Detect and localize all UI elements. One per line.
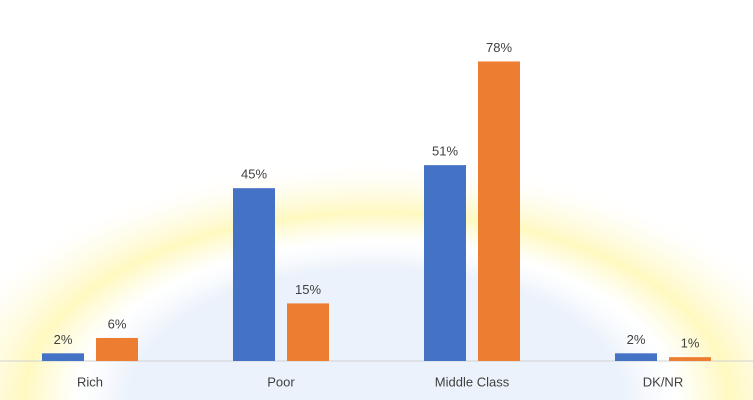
value-label: 2%: [54, 332, 73, 347]
bar: [424, 165, 466, 361]
value-label: 1%: [681, 336, 700, 351]
value-label: 78%: [486, 40, 512, 55]
x-tick-label: DK/NR: [643, 374, 683, 389]
bar: [615, 353, 657, 361]
x-tick-label: Middle Class: [435, 374, 510, 389]
value-label: 2%: [627, 332, 646, 347]
bar: [287, 303, 329, 361]
x-tick-label: Poor: [267, 374, 295, 389]
x-tick-label: Rich: [77, 374, 103, 389]
bar: [669, 357, 711, 361]
value-label: 15%: [295, 282, 321, 297]
bar: [96, 337, 138, 361]
value-label: 51%: [432, 144, 458, 159]
bar: [233, 188, 275, 361]
value-label: 6%: [108, 316, 127, 331]
value-label: 45%: [241, 167, 267, 182]
bar: [42, 353, 84, 361]
bar: [478, 61, 520, 361]
